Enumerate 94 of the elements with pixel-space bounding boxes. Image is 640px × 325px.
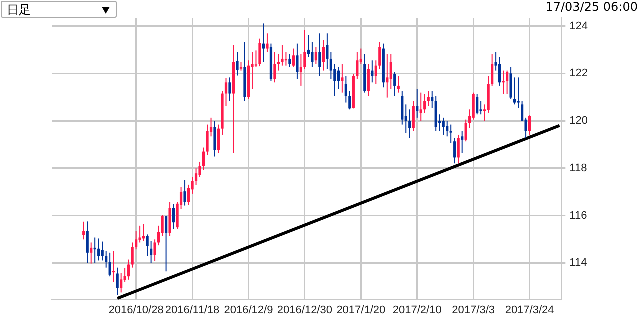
candlestick [164,215,168,272]
candlestick [311,42,314,68]
candlestick [142,224,146,242]
y-tick-label: 122 [570,68,588,80]
candlestick [254,50,258,68]
candlestick [461,130,464,154]
y-tick-label: 124 [570,20,588,32]
candlestick [454,138,456,164]
candlestick [214,120,216,158]
candlestick [262,23,266,63]
candlestick [318,33,322,77]
candlestick [374,60,378,85]
candlestick [288,53,292,68]
candlestick [480,100,482,116]
candlestick [194,168,198,186]
y-tick-label: 118 [570,162,588,174]
candlestick [528,115,532,136]
candlestick [408,109,412,139]
candlestick [184,180,186,206]
candlestick [394,72,396,97]
candlestick [120,272,123,294]
candlestick [105,250,108,268]
candlestick [135,230,138,250]
candlestick [146,234,149,257]
candlestick [224,78,228,107]
candlestick [258,38,262,68]
candlestick [356,52,359,80]
candlestick [464,119,468,142]
candlestick [154,239,156,262]
candlestick [296,43,299,80]
candlestick [128,259,130,280]
candlestick [274,52,276,84]
candlestick [401,90,404,126]
candlestick [266,33,269,53]
candlestick [86,221,89,264]
candlestick [322,40,325,72]
candlestick [371,60,374,84]
candlestick [513,77,516,106]
x-tick-label: 2016/12/30 [277,304,332,316]
x-tick-label: 2017/1/20 [336,304,386,316]
candlestick [341,64,344,94]
candlestick [472,92,475,120]
candlestick [390,53,392,90]
candlestick [412,100,415,132]
candlestick [326,33,329,70]
candlestick [187,184,190,206]
candlestick [367,64,370,97]
candlestick [457,134,460,164]
candlestick [476,94,479,116]
x-tick-label: 2016/12/9 [224,304,274,316]
candlestick [420,92,422,122]
candlestick [108,252,112,278]
candlestick [450,124,452,144]
candlestick [498,56,502,86]
candlestick [236,52,239,76]
candlestick [82,221,86,240]
y-tick-label: 120 [570,115,588,128]
period-dropdown[interactable]: 日足 [1,1,117,18]
candlestick [337,66,340,90]
candlestick [344,76,348,104]
candlestick [517,77,520,108]
x-tick-label: 2017/2/10 [392,304,442,316]
y-tick-label: 114 [570,257,588,270]
candlestick [304,30,306,70]
candlestick [228,77,232,102]
x-tick-label: 2016/11/18 [165,304,220,316]
candlestick [424,94,426,114]
x-tick-label: 2016/10/28 [108,304,164,316]
candlestick [300,53,303,86]
candlestick [101,241,104,262]
candlestick [446,120,449,138]
candlestick [442,117,445,136]
candlestick [90,242,93,264]
candlestick [506,70,509,95]
candlestick [386,53,389,98]
candlestick [172,204,176,230]
y-tick-label: 116 [570,210,588,222]
candlestick [397,76,400,94]
candlestick [348,90,352,110]
chart-title: 日足 [7,3,31,17]
candlestick [98,238,100,262]
x-tick-label: 2017/3/3 [452,304,495,316]
candlestick [378,42,382,70]
candlestick [150,240,153,264]
candlestick [314,46,318,65]
x-tick-label: 2017/3/24 [505,304,554,316]
candlestick [281,44,284,66]
candlestick [292,48,296,68]
candlestick [330,52,332,80]
candlestick [416,89,419,118]
candlestick [491,53,494,86]
candlestick [131,242,134,268]
candlestick [116,267,119,296]
text: 17/03/25 06:00 [546,0,638,14]
